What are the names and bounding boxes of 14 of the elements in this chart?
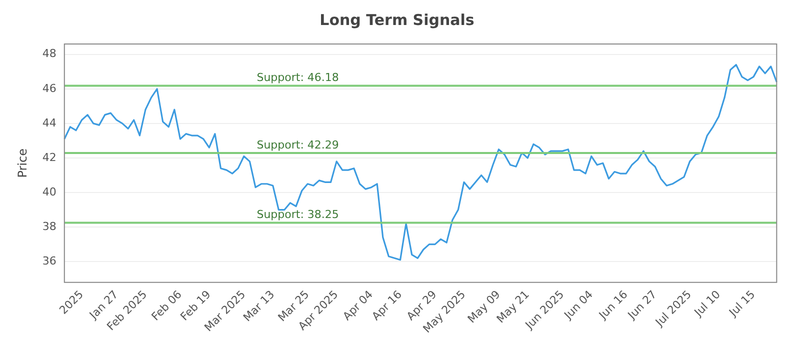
ref-line-label: Support: 42.29 xyxy=(256,138,339,152)
y-tick-label: 42 xyxy=(42,150,56,164)
ref-line-label: Support: 46.18 xyxy=(256,71,339,84)
y-tick-label: 46 xyxy=(42,82,56,95)
y-tick-label: 36 xyxy=(42,254,56,268)
x-tick-label: Jul 10 xyxy=(691,288,723,320)
y-tick-label: 48 xyxy=(42,47,56,60)
y-tick-label: 44 xyxy=(42,116,56,130)
y-tick-label: 40 xyxy=(42,185,56,198)
y-axis-title: Price xyxy=(15,148,30,178)
chart-title: Long Term Signals xyxy=(320,10,474,29)
ref-line-label: Support: 38.25 xyxy=(256,208,339,222)
x-tick-label: Jul 15 xyxy=(726,288,758,320)
y-tick-label: 38 xyxy=(42,220,56,233)
